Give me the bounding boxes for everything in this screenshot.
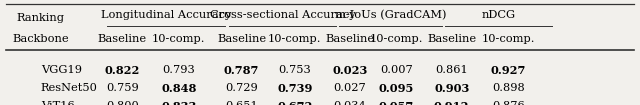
Text: 0.833: 0.833 <box>161 101 196 105</box>
Text: ResNet50: ResNet50 <box>41 83 98 93</box>
Text: 0.927: 0.927 <box>490 65 526 76</box>
Text: 0.759: 0.759 <box>106 83 139 93</box>
Text: Longitudinal Accuracy: Longitudinal Accuracy <box>100 10 231 20</box>
Text: 0.848: 0.848 <box>161 83 196 94</box>
Text: 0.912: 0.912 <box>434 101 470 105</box>
Text: Baseline: Baseline <box>427 34 476 44</box>
Text: Backbone: Backbone <box>13 34 69 44</box>
Text: 0.729: 0.729 <box>225 83 258 93</box>
Text: Baseline: Baseline <box>217 34 266 44</box>
Text: Baseline: Baseline <box>98 34 147 44</box>
Text: 0.739: 0.739 <box>277 83 312 94</box>
Text: Ranking: Ranking <box>17 13 65 23</box>
Text: m-IoUs (GradCAM): m-IoUs (GradCAM) <box>335 10 446 21</box>
Text: 0.023: 0.023 <box>332 65 368 76</box>
Text: 0.034: 0.034 <box>333 101 367 105</box>
Text: 10-comp.: 10-comp. <box>152 34 205 44</box>
Text: 0.057: 0.057 <box>379 101 414 105</box>
Text: 0.095: 0.095 <box>379 83 414 94</box>
Text: 0.822: 0.822 <box>105 65 140 76</box>
Text: 0.903: 0.903 <box>434 83 469 94</box>
Text: 0.861: 0.861 <box>435 65 468 75</box>
Text: 0.876: 0.876 <box>492 101 525 105</box>
Text: ViT16: ViT16 <box>41 101 75 105</box>
Text: 0.672: 0.672 <box>277 101 312 105</box>
Text: 0.027: 0.027 <box>333 83 367 93</box>
Text: 0.793: 0.793 <box>163 65 195 75</box>
Text: 10-comp.: 10-comp. <box>481 34 535 44</box>
Text: nDCG: nDCG <box>482 10 516 20</box>
Text: 0.800: 0.800 <box>106 101 139 105</box>
Text: 0.898: 0.898 <box>492 83 525 93</box>
Text: 0.651: 0.651 <box>225 101 258 105</box>
Text: 10-comp.: 10-comp. <box>268 34 322 44</box>
Text: 0.787: 0.787 <box>224 65 259 76</box>
Text: 0.753: 0.753 <box>278 65 311 75</box>
Text: VGG19: VGG19 <box>41 65 82 75</box>
Text: Cross-sectional Accuracy: Cross-sectional Accuracy <box>209 10 355 20</box>
Text: 10-comp.: 10-comp. <box>370 34 423 44</box>
Text: 0.007: 0.007 <box>380 65 413 75</box>
Text: Baseline: Baseline <box>326 34 374 44</box>
